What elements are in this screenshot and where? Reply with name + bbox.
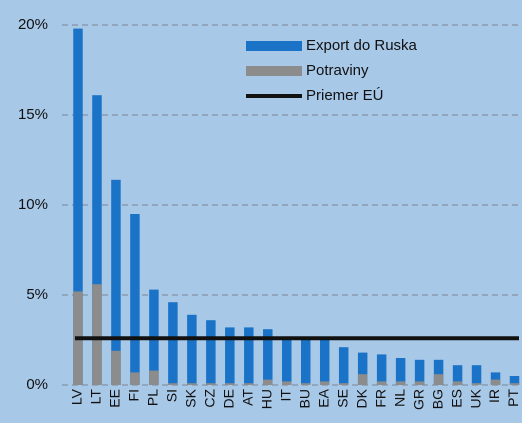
x-tick-label: EE xyxy=(107,389,123,408)
x-tick-label: GR xyxy=(410,389,426,410)
bar xyxy=(471,383,482,385)
bar xyxy=(73,28,83,385)
bar xyxy=(130,372,140,385)
bar xyxy=(376,381,387,385)
y-tick-label: 20% xyxy=(18,16,48,33)
bar xyxy=(319,338,330,385)
x-tick-label: DK xyxy=(353,388,369,408)
bar xyxy=(300,383,311,385)
bar xyxy=(263,379,273,385)
x-tick-label: LT xyxy=(88,389,104,405)
bar xyxy=(490,372,501,385)
bar xyxy=(490,379,501,385)
y-tick-label: 5% xyxy=(26,286,48,303)
bar xyxy=(187,383,197,385)
x-tick-label: PT xyxy=(505,389,521,407)
bar xyxy=(130,214,140,385)
bar xyxy=(168,383,178,385)
y-tick-label: 15% xyxy=(18,106,48,123)
x-tick-label: BU xyxy=(296,389,312,408)
legend-swatch xyxy=(246,41,302,51)
bar xyxy=(225,327,235,385)
bar xyxy=(111,179,121,385)
bar xyxy=(433,374,444,385)
bar xyxy=(244,327,254,385)
x-tick-label: FI xyxy=(126,389,142,401)
bar xyxy=(244,383,254,385)
legend-label: Potraviny xyxy=(306,62,369,79)
x-tick-label: PL xyxy=(145,389,161,406)
x-tick-label: ES xyxy=(448,389,464,408)
bar xyxy=(395,381,406,385)
bar xyxy=(282,338,292,385)
bar xyxy=(225,383,235,385)
bar xyxy=(92,95,102,385)
x-axis: LV LT EE FI PL SI SK CZ DE AT HU IT BU EA SE DK FR NL GR BG… xyxy=(69,388,522,410)
x-tick-label: SE xyxy=(334,389,350,408)
x-tick-label: FR xyxy=(372,389,388,408)
bar xyxy=(319,381,330,385)
x-tick-label: DE xyxy=(221,389,237,408)
x-tick-label: IT xyxy=(277,389,293,402)
bar xyxy=(433,359,444,385)
bar xyxy=(206,320,216,385)
bar xyxy=(338,383,349,385)
x-tick-label: EA xyxy=(315,388,331,407)
bar xyxy=(452,381,463,385)
x-tick-label: AT xyxy=(240,389,256,406)
bar xyxy=(300,340,311,385)
x-tick-label: CZ xyxy=(202,389,218,408)
bar xyxy=(357,352,368,385)
bar xyxy=(509,383,520,385)
bar xyxy=(509,376,520,385)
bar xyxy=(92,284,102,385)
bar xyxy=(376,354,387,385)
x-tick-label: BG xyxy=(429,389,445,409)
y-tick-label: 0% xyxy=(26,376,48,393)
bar xyxy=(452,365,463,385)
x-tick-label: SI xyxy=(164,389,180,402)
legend-label: Export do Ruska xyxy=(306,37,418,54)
bar xyxy=(338,347,349,385)
bar xyxy=(471,365,482,385)
x-tick-label: SK xyxy=(183,388,199,407)
bar xyxy=(187,314,197,385)
bar xyxy=(282,381,292,385)
bar xyxy=(395,358,406,385)
bar xyxy=(263,329,273,385)
x-tick-label: IR xyxy=(486,389,502,403)
x-tick-label: NL xyxy=(391,389,407,407)
bar xyxy=(168,302,178,385)
bar xyxy=(357,374,368,385)
legend-swatch xyxy=(246,66,302,76)
legend-label: Priemer EÚ xyxy=(306,87,384,104)
bar xyxy=(149,370,159,385)
bar xyxy=(414,359,425,385)
y-tick-label: 10% xyxy=(18,196,48,213)
bar xyxy=(111,350,121,385)
bar xyxy=(206,383,216,385)
x-tick-label: UK xyxy=(467,388,483,408)
x-tick-label: HU xyxy=(258,389,274,409)
bar xyxy=(414,381,425,385)
x-tick-label: LV xyxy=(69,388,85,405)
